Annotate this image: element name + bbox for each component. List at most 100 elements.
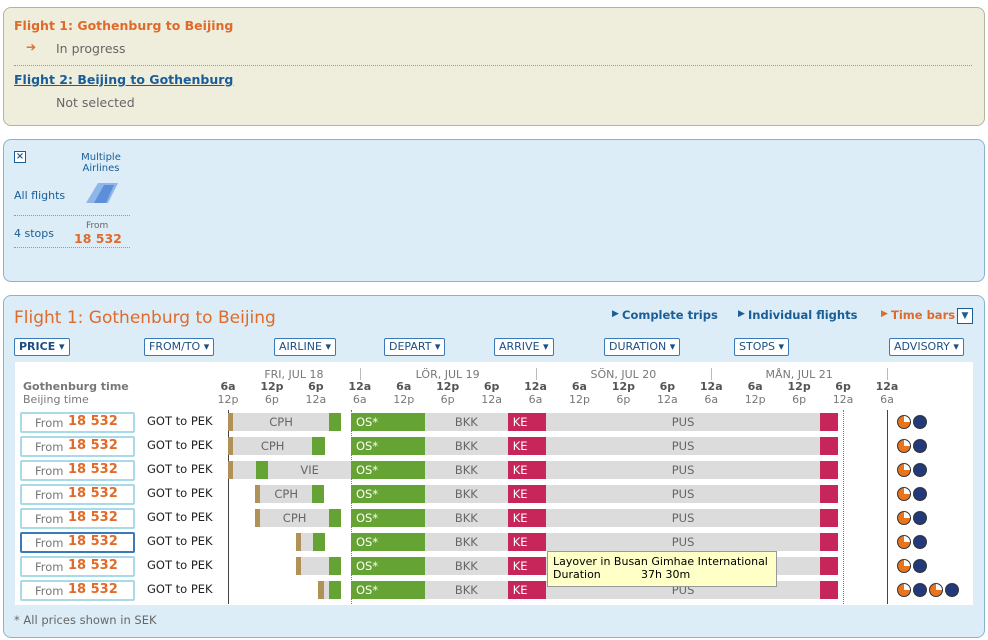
sort-button[interactable]: FROM/TO ▾	[144, 338, 215, 356]
all-flights[interactable]: All flights	[14, 189, 66, 202]
price-button[interactable]: From 18 532	[20, 412, 135, 433]
price-button[interactable]: From 18 532	[20, 508, 135, 529]
layover-bar: BKK	[424, 437, 508, 455]
advisory-icon[interactable]	[913, 487, 927, 501]
flight-bar[interactable]	[228, 437, 234, 455]
advisory-icon[interactable]	[913, 583, 927, 597]
flight-bar[interactable]: KE	[507, 581, 546, 599]
flight-bar[interactable]: KE	[507, 485, 546, 503]
flight-bar[interactable]	[820, 509, 838, 527]
layover-label: CPH	[269, 415, 293, 429]
advisory-icon[interactable]	[913, 463, 927, 477]
advisory-icon[interactable]	[897, 583, 911, 597]
flight-bar[interactable]: KE	[507, 461, 546, 479]
stops-filter[interactable]: 4 stops	[14, 227, 54, 240]
sort-button[interactable]: ARRIVE ▾	[494, 338, 554, 356]
advisory-icon[interactable]	[913, 415, 927, 429]
tab[interactable]: Individual flights	[748, 308, 858, 322]
price-button[interactable]: From 18 532	[20, 532, 135, 553]
flight-bar[interactable]	[329, 557, 341, 575]
flight-bar[interactable]: OS*	[351, 485, 425, 503]
flight-bar[interactable]	[820, 581, 838, 599]
flight-bar[interactable]	[820, 461, 838, 479]
flight-bar[interactable]: KE	[507, 437, 546, 455]
flight-bar[interactable]: OS*	[351, 437, 425, 455]
sort-arrow: ▾	[321, 340, 331, 353]
flight-bar[interactable]: OS*	[351, 461, 425, 479]
flight-bar[interactable]	[255, 461, 269, 479]
airline-filter[interactable]: Multiple Airlines	[81, 152, 121, 174]
day-label: MÅN, JUL 21	[765, 368, 833, 381]
price-button[interactable]: From 18 532	[20, 580, 135, 601]
flight-bar[interactable]: OS*	[351, 533, 425, 551]
sort-button[interactable]: AIRLINE ▾	[274, 338, 336, 356]
flight-bar[interactable]	[329, 581, 341, 599]
sort-button[interactable]: STOPS ▾	[734, 338, 790, 356]
flight-bar[interactable]	[329, 413, 341, 431]
flight1-title[interactable]: Flight 1: Gothenburg to Beijing	[14, 18, 234, 33]
flight-bar[interactable]	[312, 485, 324, 503]
flight2-title[interactable]: Flight 2: Beijing to Gothenburg	[14, 72, 234, 87]
price-button[interactable]: From 18 532	[20, 556, 135, 577]
sort-arrow: ▾	[200, 340, 210, 353]
advisory-icon[interactable]	[913, 439, 927, 453]
flight-bar[interactable]: OS*	[351, 413, 425, 431]
flight-bar[interactable]: OS*	[351, 581, 425, 599]
advisory-icon[interactable]	[897, 415, 911, 429]
price-button[interactable]: From 18 532	[20, 436, 135, 457]
advisory-icon[interactable]	[913, 559, 927, 573]
flight-bar[interactable]	[820, 437, 838, 455]
flight-bar[interactable]	[228, 413, 234, 431]
price-button[interactable]: From 18 532	[20, 460, 135, 481]
layover-bar: BKK	[424, 581, 508, 599]
filter-price[interactable]: 18 532	[74, 231, 122, 246]
flight-bar[interactable]	[296, 533, 302, 551]
close-filter[interactable]: ×	[14, 151, 26, 163]
flight-bar[interactable]: KE	[507, 533, 546, 551]
flight-bar[interactable]	[820, 533, 838, 551]
tick-label-secondary: 12p	[393, 393, 415, 406]
flight-bar[interactable]	[255, 485, 261, 503]
layover-label: BKK	[454, 559, 478, 573]
sort-button[interactable]: DEPART ▾	[384, 338, 446, 356]
tab[interactable]: Complete trips	[622, 308, 718, 322]
sort-label: STOPS	[739, 340, 775, 353]
carrier-label: OS*	[356, 559, 379, 573]
flight-bar[interactable]: KE	[507, 413, 546, 431]
flight-bar[interactable]	[329, 509, 341, 527]
tab[interactable]: Time bars	[891, 308, 956, 322]
advisory-icon[interactable]	[897, 439, 911, 453]
flight-bar[interactable]	[255, 509, 261, 527]
flight-bar[interactable]: KE	[507, 509, 546, 527]
advisory-icon[interactable]	[897, 511, 911, 525]
layover-bar: BKK	[424, 509, 508, 527]
flight-bar[interactable]	[820, 485, 838, 503]
flight-bar[interactable]	[312, 533, 325, 551]
tab-dropdown[interactable]: ▼	[957, 308, 973, 324]
flight-bar[interactable]	[820, 557, 838, 575]
sort-button[interactable]: DURATION ▾	[604, 338, 681, 356]
advisory-icon[interactable]	[897, 487, 911, 501]
flight-bar[interactable]	[318, 581, 324, 599]
advisory-icon[interactable]	[929, 583, 943, 597]
flight-bar[interactable]	[820, 413, 838, 431]
flight-bar[interactable]	[296, 557, 302, 575]
flight-bar[interactable]: OS*	[351, 557, 425, 575]
advisory-icon[interactable]	[913, 535, 927, 549]
flight-bar[interactable]: KE	[507, 557, 546, 575]
advisory-icon[interactable]	[897, 535, 911, 549]
price-button[interactable]: From 18 532	[20, 484, 135, 505]
flight-bar[interactable]: OS*	[351, 509, 425, 527]
sort-button[interactable]: ADVISORY ▾	[889, 338, 964, 356]
layover-bar: BKK	[424, 485, 508, 503]
sort-button[interactable]: PRICE ▾	[14, 338, 70, 356]
flight-bar[interactable]	[312, 437, 326, 455]
flight-bar[interactable]	[228, 461, 234, 479]
advisory-icon[interactable]	[897, 463, 911, 477]
advisory-icon[interactable]	[945, 583, 959, 597]
advisory-icon[interactable]	[897, 559, 911, 573]
day-label: SÖN, JUL 20	[590, 368, 657, 381]
sort-arrow: ▾	[539, 340, 549, 353]
advisory-icon[interactable]	[913, 511, 927, 525]
route: GOT to PEK	[147, 582, 213, 596]
